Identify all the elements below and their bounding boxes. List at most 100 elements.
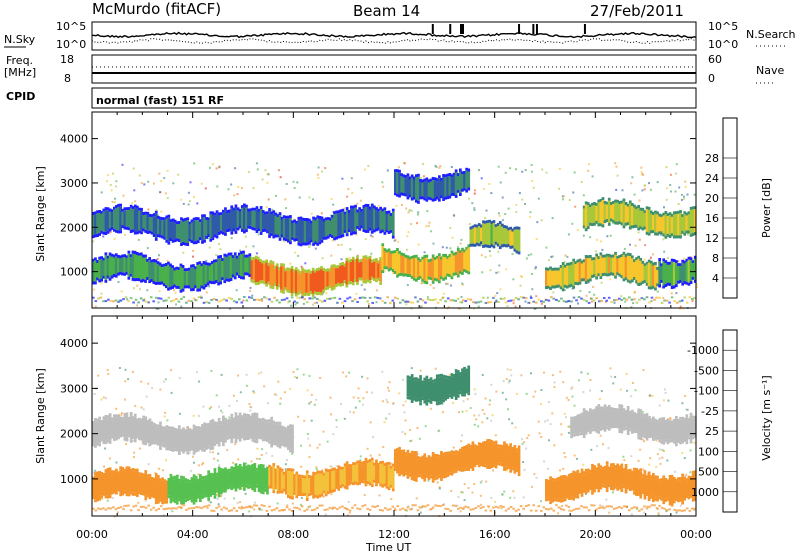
band-cell	[123, 210, 127, 227]
speckle-cell	[248, 170, 251, 173]
band-edge	[236, 227, 240, 231]
ground-cell	[645, 507, 649, 510]
band-edge	[511, 245, 515, 249]
band-edge	[282, 426, 286, 430]
band-cell	[136, 421, 139, 436]
speckle-cell	[410, 209, 413, 212]
speckle-cell	[309, 401, 312, 403]
ground-cell	[180, 297, 183, 300]
speckle-cell	[655, 439, 658, 442]
band-edge	[444, 375, 447, 379]
band-edge	[226, 469, 229, 473]
speckle-cell	[191, 455, 194, 458]
ground-cell	[170, 300, 173, 303]
band-edge	[148, 496, 152, 500]
band-edge	[311, 267, 315, 271]
band-cell	[381, 211, 385, 230]
band-cell	[551, 480, 554, 500]
band-edge	[96, 471, 99, 475]
band-cell	[240, 469, 244, 485]
band-cell	[255, 209, 259, 230]
band-cell	[366, 207, 370, 230]
speckle-cell	[170, 391, 173, 394]
band-edge	[310, 239, 313, 243]
band-edge	[450, 395, 454, 399]
band-cell	[175, 224, 179, 239]
band-cell	[494, 443, 498, 466]
band-edge	[259, 418, 263, 422]
band-edge	[431, 280, 435, 284]
band-cell	[417, 381, 420, 399]
band-edge	[614, 275, 617, 279]
band-edge	[614, 465, 617, 469]
band-edge	[624, 222, 628, 226]
ground-cell	[240, 301, 244, 304]
band-cell	[150, 217, 154, 232]
band-edge	[192, 217, 196, 221]
ground-cell	[288, 508, 291, 511]
band-cell	[438, 457, 441, 476]
band-cell	[110, 212, 114, 227]
ground-cell	[451, 504, 455, 507]
ground-cell	[366, 507, 369, 510]
band-cell	[435, 181, 439, 197]
speckle-cell	[630, 513, 633, 516]
band-edge	[349, 259, 353, 262]
ground-cell	[456, 297, 460, 300]
band-cell	[614, 202, 617, 222]
band-edge	[253, 488, 257, 492]
speckle-cell	[473, 414, 476, 417]
band-cell	[431, 257, 435, 281]
band-edge	[677, 263, 680, 267]
band-cell	[599, 201, 603, 224]
ground-cell	[104, 300, 108, 303]
band-edge	[603, 428, 607, 432]
ground-cell	[361, 296, 364, 299]
band-cell	[685, 261, 689, 282]
noise-tick-left-bottom: 10^0	[56, 38, 86, 51]
speckle-cell	[104, 447, 107, 450]
band-cell	[98, 474, 101, 498]
band-edge	[131, 206, 135, 210]
speckle-cell	[300, 444, 302, 447]
band-edge	[173, 500, 177, 504]
band-cell	[685, 215, 689, 231]
band-edge	[435, 178, 439, 182]
ground-cell	[132, 301, 135, 304]
band-edge	[442, 399, 445, 403]
band-edge	[417, 200, 420, 204]
band-edge	[626, 486, 630, 490]
band-cell	[643, 417, 647, 436]
band-cell	[412, 258, 416, 278]
band-cell	[280, 471, 284, 491]
band-edge	[597, 489, 601, 493]
band-edge	[129, 491, 133, 495]
band-cell	[654, 478, 657, 498]
band-cell	[211, 422, 215, 447]
band-cell	[163, 220, 166, 237]
band-edge	[450, 472, 454, 476]
speckle-cell	[240, 187, 243, 190]
speckle-cell	[352, 396, 355, 399]
band-cell	[203, 479, 206, 495]
speckle-cell	[279, 402, 282, 405]
band-edge	[637, 492, 640, 496]
band-cell	[666, 264, 670, 283]
speckle-cell	[198, 380, 201, 383]
band-cell	[186, 429, 190, 452]
band-edge	[383, 207, 387, 211]
band-cell	[206, 265, 210, 283]
band-edge	[320, 216, 324, 220]
band-cell	[247, 417, 250, 437]
band-edge	[624, 490, 628, 494]
band-edge	[215, 235, 219, 239]
speckle-cell	[495, 390, 498, 393]
band-edge	[159, 421, 162, 425]
band-cell	[639, 471, 643, 496]
band-cell	[159, 481, 162, 499]
band-edge	[205, 217, 208, 220]
band-cell	[670, 423, 674, 440]
band-edge	[146, 440, 150, 443]
band-edge	[622, 427, 626, 431]
speckle-cell	[274, 393, 276, 396]
